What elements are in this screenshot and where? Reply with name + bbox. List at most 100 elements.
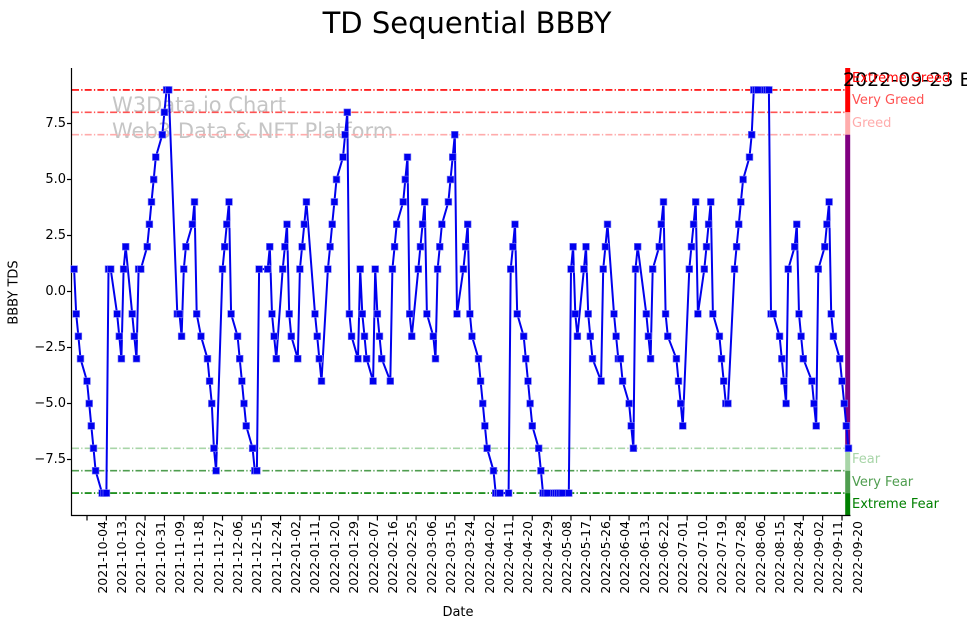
y-tick-label: 0.0 [45, 283, 66, 299]
tds-data-marker [388, 265, 397, 273]
tds-data-marker [451, 131, 459, 139]
tds-data-marker [130, 332, 138, 340]
tds-data-marker [672, 354, 681, 363]
tds-data-marker [296, 265, 304, 273]
x-tick-label: 2021-10-22 [133, 521, 149, 594]
tds-data-marker [616, 354, 625, 363]
tds-data-marker [739, 175, 747, 184]
x-tick-label: 2021-12-06 [230, 521, 245, 594]
x-tick-label: 2022-02-07 [365, 521, 381, 594]
tds-data-marker [719, 377, 728, 385]
tds-data-marker [453, 310, 461, 318]
tds-data-marker [313, 332, 321, 340]
tds-data-marker [74, 332, 83, 340]
tds-data-marker [808, 377, 816, 385]
tds-data-marker [747, 131, 756, 139]
y-axis-title: BBBY TDS [6, 260, 22, 325]
tds-data-marker [345, 310, 354, 318]
tds-data-marker [356, 265, 364, 273]
tds-data-marker [676, 399, 685, 408]
tds-data-marker [205, 377, 214, 385]
tds-data-marker [354, 354, 362, 363]
x-tick-label: 2021-10-31 [152, 521, 168, 594]
tds-data-marker [737, 198, 745, 206]
sentiment-color-bar-segment [845, 112, 851, 135]
sentiment-color-bar-segment [845, 493, 851, 515]
tds-data-marker [526, 399, 534, 408]
tds-data-marker [278, 265, 287, 273]
tds-data-marker [674, 377, 683, 385]
tds-data-marker [339, 153, 347, 161]
tds-data-marker [496, 489, 504, 497]
tds-data-marker [358, 310, 366, 318]
tds-data-marker [210, 444, 218, 452]
tds-data-marker [399, 198, 407, 206]
x-tick-label: 2022-05-26 [597, 521, 613, 594]
tds-data-marker [436, 243, 444, 251]
x-tick-label: 2022-07-28 [733, 521, 749, 594]
tds-data-marker [534, 444, 543, 452]
tds-data-marker [272, 354, 280, 363]
tds-data-marker [679, 422, 687, 430]
tds-data-marker [165, 86, 173, 94]
tds-data-marker [324, 265, 332, 273]
tds-data-marker [627, 422, 635, 430]
x-tick-label: 2022-01-02 [288, 521, 304, 594]
tds-data-marker [573, 332, 582, 340]
tds-data-marker [702, 243, 711, 251]
tds-data-marker [236, 354, 244, 363]
tds-data-marker [83, 377, 91, 385]
tds-data-marker [150, 175, 158, 184]
tds-data-marker [197, 332, 205, 340]
tds-data-marker [255, 265, 263, 273]
tds-data-marker [423, 310, 431, 318]
tds-data-marker [584, 310, 592, 318]
tds-data-marker [724, 399, 732, 408]
tds-data-marker [778, 354, 786, 363]
tds-data-marker [463, 220, 472, 228]
x-tick-label: 2022-01-29 [346, 521, 362, 594]
x-tick-label: 2022-01-11 [307, 521, 323, 594]
x-tick-label: 2022-04-02 [481, 521, 497, 594]
tds-data-marker [513, 310, 521, 318]
sentiment-color-bar-segment [845, 470, 851, 494]
tds-data-marker [814, 265, 823, 273]
sentiment-color-bar-segment [845, 68, 851, 113]
x-tick-label: 2022-07-19 [713, 521, 729, 594]
tds-data-marker [188, 220, 197, 228]
tds-data-marker [270, 332, 278, 340]
tds-data-marker [474, 354, 483, 363]
tds-data-marker [175, 310, 184, 318]
tds-data-marker [152, 153, 160, 161]
tds-data-marker [429, 332, 437, 340]
x-axis-title: Date [442, 605, 474, 620]
tds-data-marker [519, 332, 528, 340]
x-tick-label: 2021-11-09 [171, 521, 187, 594]
tds-data-marker [158, 131, 166, 139]
tds-data-marker [416, 243, 425, 251]
tds-data-marker [238, 377, 246, 385]
tds-data-marker [143, 243, 151, 251]
tds-data-marker [829, 332, 838, 340]
x-tick-label: 2022-06-13 [636, 521, 652, 594]
tds-data-marker [730, 265, 739, 273]
tds-data-marker [840, 399, 848, 408]
tds-data-marker [780, 377, 788, 385]
tds-data-marker [504, 489, 513, 497]
x-tick-label: 2022-04-29 [539, 521, 555, 594]
x-tick-label: 2021-10-13 [113, 521, 129, 594]
tds-data-marker [704, 220, 713, 228]
tds-data-marker [812, 422, 820, 430]
tds-data-marker [401, 175, 409, 184]
latest-value-annotation: 2022-09-23 BBBY TDS: -7 Fear [843, 69, 967, 91]
y-tick-label: 7.5 [45, 115, 66, 131]
tds-data-marker [221, 243, 229, 251]
tds-data-marker [302, 198, 311, 206]
tds-data-marker [489, 466, 498, 475]
tds-data-marker [182, 243, 190, 251]
x-tick-label: 2021-12-15 [249, 521, 265, 594]
tds-data-marker [459, 265, 468, 273]
tds-data-marker [769, 310, 777, 318]
tds-data-marker [328, 220, 336, 228]
tds-data-marker [511, 220, 519, 228]
